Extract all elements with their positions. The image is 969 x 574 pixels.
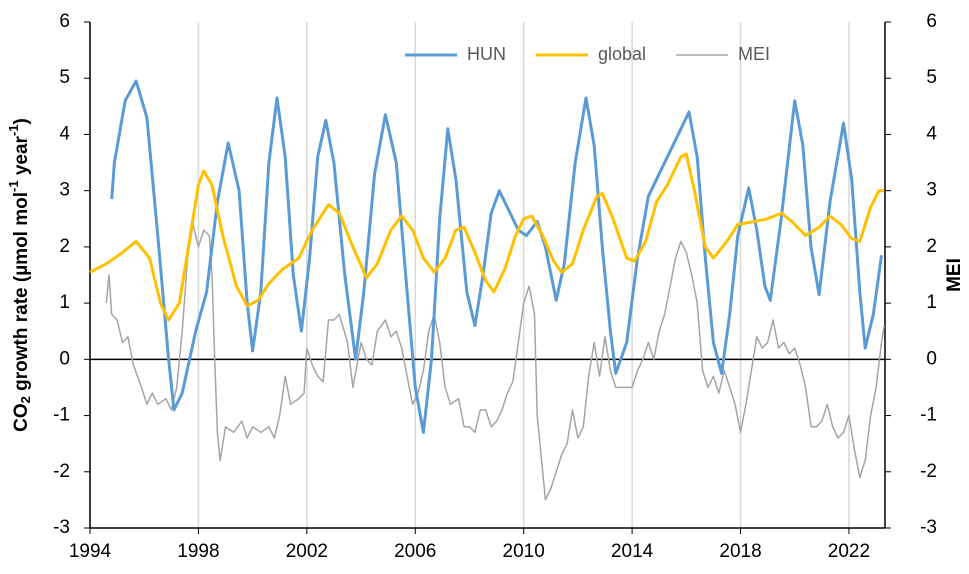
- y-label-part: -1: [6, 124, 21, 136]
- y-tick-label: 0: [59, 348, 70, 369]
- y2-tick-label: 1: [926, 292, 937, 313]
- y2-tick-label: 5: [926, 67, 937, 88]
- x-tick-label: 1998: [177, 541, 219, 562]
- y2-tick-label: 0: [926, 348, 937, 369]
- x-tick-label: 1994: [69, 541, 112, 562]
- y-label-part: CO: [11, 403, 32, 432]
- y-label-part: year: [11, 135, 32, 180]
- x-tick-label: 2010: [503, 541, 545, 562]
- y-tick-label: 1: [59, 292, 70, 313]
- y-label-part: ): [11, 118, 32, 124]
- y-tick-label: 4: [59, 123, 70, 144]
- y2-tick-label: 6: [926, 11, 937, 32]
- x-tick-label: 2022: [828, 541, 870, 562]
- y-tick-label: 5: [59, 67, 70, 88]
- y-tick-label: -3: [53, 517, 70, 538]
- y-tick-label: -2: [53, 461, 70, 482]
- y-tick-label: -1: [53, 405, 70, 426]
- legend-label: global: [598, 44, 646, 64]
- y2-tick-label: 4: [926, 123, 937, 144]
- y2-tick-label: -3: [920, 517, 937, 538]
- y2-axis-label: MEI: [944, 258, 965, 292]
- x-tick-label: 2018: [719, 541, 761, 562]
- x-tick-label: 2006: [394, 541, 436, 562]
- legend-label: MEI: [738, 44, 770, 64]
- y-tick-label: 2: [59, 236, 70, 257]
- series-line: [89, 152, 885, 322]
- y-tick-label: 6: [59, 11, 70, 32]
- x-tick-label: 2014: [611, 541, 654, 562]
- y2-tick-label: 2: [926, 236, 937, 257]
- y-label-part: growth rate (µmol mol: [11, 192, 32, 396]
- y-label-part: -1: [6, 180, 21, 192]
- y2-tick-label: 3: [926, 180, 937, 201]
- y2-tick-label: -2: [920, 461, 937, 482]
- legend-label: HUN: [467, 44, 506, 64]
- y-tick-label: 3: [59, 180, 70, 201]
- y-label-part: 2: [18, 396, 33, 403]
- y2-tick-label: -1: [920, 405, 937, 426]
- series-line: [105, 223, 885, 501]
- x-tick-label: 2002: [286, 541, 328, 562]
- y-axis-label: CO2 growth rate (µmol mol-1 year-1): [6, 118, 33, 432]
